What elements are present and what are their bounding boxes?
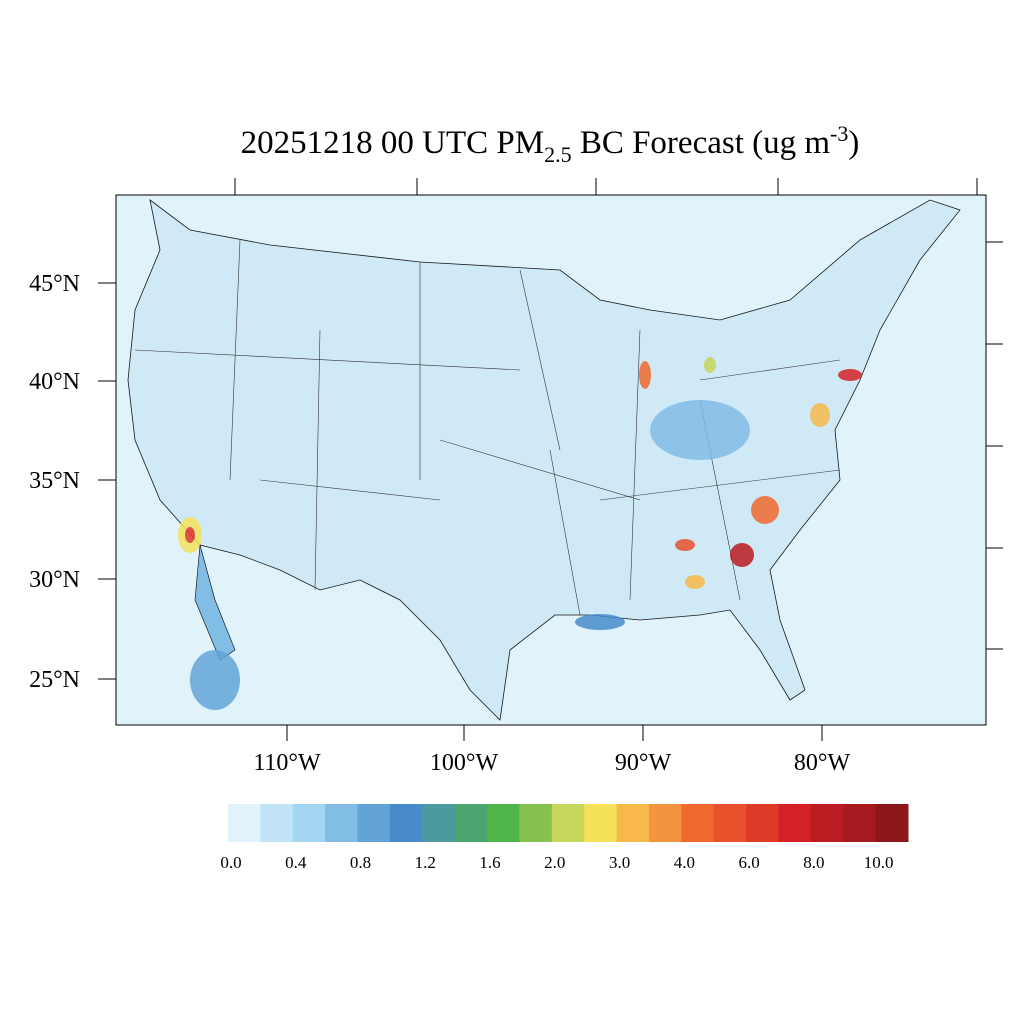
colorbar-box (325, 804, 359, 842)
colorbar-box (843, 804, 877, 842)
colorbar-label: 1.2 (415, 853, 436, 872)
lat-label: 40°N (29, 369, 80, 395)
colorbar-box (713, 804, 747, 842)
lat-label: 25°N (29, 667, 80, 693)
colorbar: 0.0 0.4 0.8 1.2 1.6 2.0 3.0 4.0 6.0 8.0 10.0 (220, 804, 909, 872)
colorbar-box (778, 804, 812, 842)
lon-label: 100°W (430, 750, 499, 776)
colorbar-label: 10.0 (864, 853, 894, 872)
colorbar-box (875, 804, 909, 842)
colorbar-box (260, 804, 294, 842)
colorbar-box (422, 804, 456, 842)
colorbar-box (454, 804, 488, 842)
colorbar-label: 3.0 (609, 853, 630, 872)
colorbar-box (551, 804, 585, 842)
colorbar-box (681, 804, 715, 842)
colorbar-box (746, 804, 779, 842)
colorbar-box (519, 804, 553, 842)
colorbar-label: 6.0 (738, 853, 759, 872)
lat-label: 30°N (29, 567, 80, 593)
colorbar-label: 4.0 (674, 853, 695, 872)
colorbar-box (228, 804, 261, 842)
lon-label: 110°W (253, 750, 321, 776)
colorbar-box (648, 804, 682, 842)
colorbar-box (292, 804, 326, 842)
colorbar-label: 0.0 (220, 853, 241, 872)
colorbar-label: 0.4 (285, 853, 307, 872)
lat-label: 45°N (29, 271, 80, 297)
map-area (115, 194, 987, 726)
colorbar-label: 2.0 (544, 853, 565, 872)
colorbar-label: 8.0 (803, 853, 824, 872)
colorbar-box (810, 804, 844, 842)
colorbar-label: 0.8 (350, 853, 371, 872)
colorbar-box (389, 804, 423, 842)
title: 20251218 00 UTC PM2.5 BC Forecast (ug m-… (241, 121, 860, 167)
axes: 45°N 40°N 35°N 30°N 25°N 110°W 100°W 90°W 80°W (29, 178, 1003, 776)
colorbar-box (357, 804, 391, 842)
colorbar-box (584, 804, 618, 842)
lon-label: 90°W (615, 750, 672, 776)
colorbar-label: 1.6 (479, 853, 500, 872)
lon-label: 80°W (794, 750, 851, 776)
lat-label: 35°N (29, 468, 80, 494)
colorbar-box (616, 804, 650, 842)
colorbar-box (487, 804, 520, 842)
